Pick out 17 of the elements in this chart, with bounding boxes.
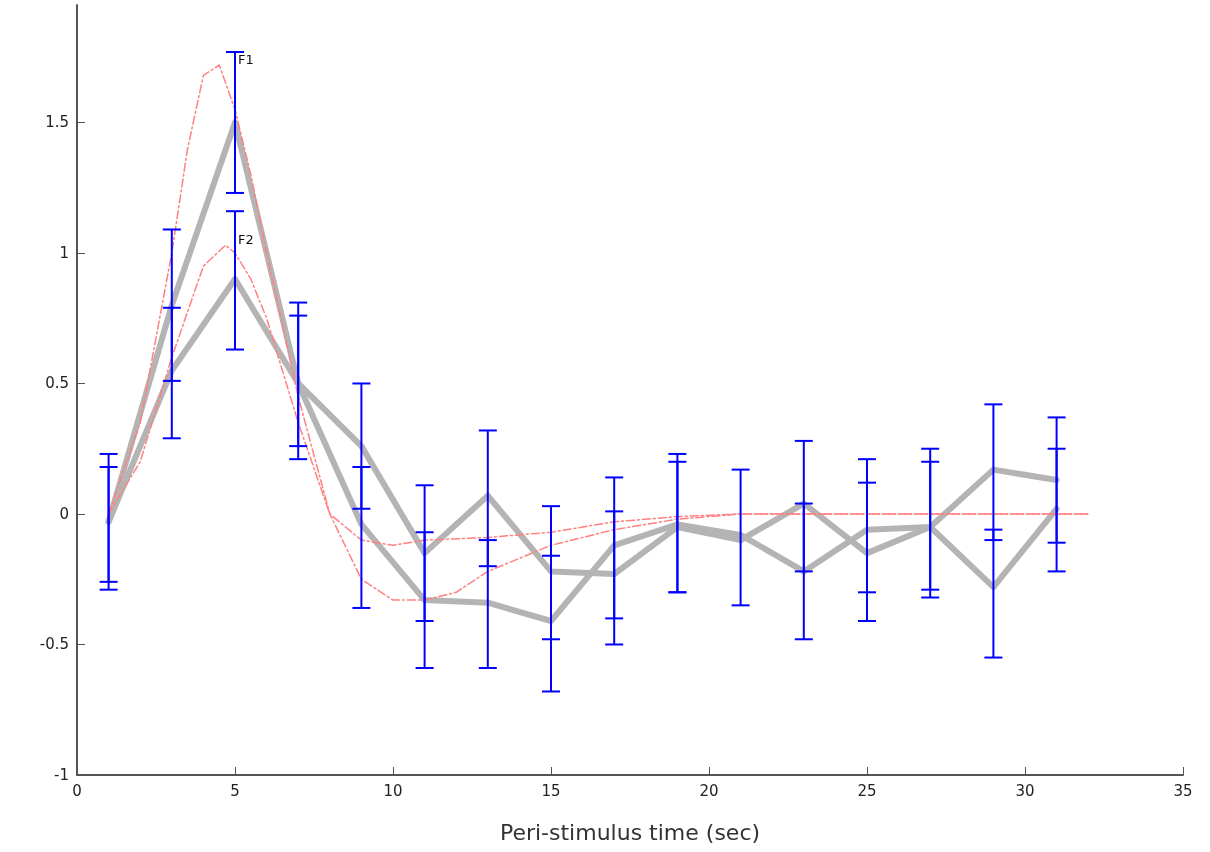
x-tick-label: 35: [1173, 781, 1193, 800]
y-tick-label: 0: [59, 504, 69, 523]
y-tick-label: -0.5: [39, 635, 69, 654]
x-tick-label: 10: [383, 781, 403, 800]
x-tick-label: 0: [72, 781, 82, 800]
annotation: F2: [238, 232, 254, 248]
x-tick-label: 30: [1015, 781, 1035, 800]
y-tick-label: 1: [59, 243, 69, 262]
y-tick-label: 1.5: [45, 113, 69, 132]
y-tick-label: 0.5: [45, 374, 69, 393]
x-tick-label: 25: [857, 781, 877, 800]
x-tick-label: 20: [699, 781, 719, 800]
annotation: F1: [238, 52, 254, 68]
x-tick-label: 15: [541, 781, 561, 800]
x-axis-title: Peri-stimulus time (sec): [499, 819, 761, 845]
x-tick-label: 5: [230, 781, 240, 800]
y-tick-label: -1: [54, 766, 69, 784]
